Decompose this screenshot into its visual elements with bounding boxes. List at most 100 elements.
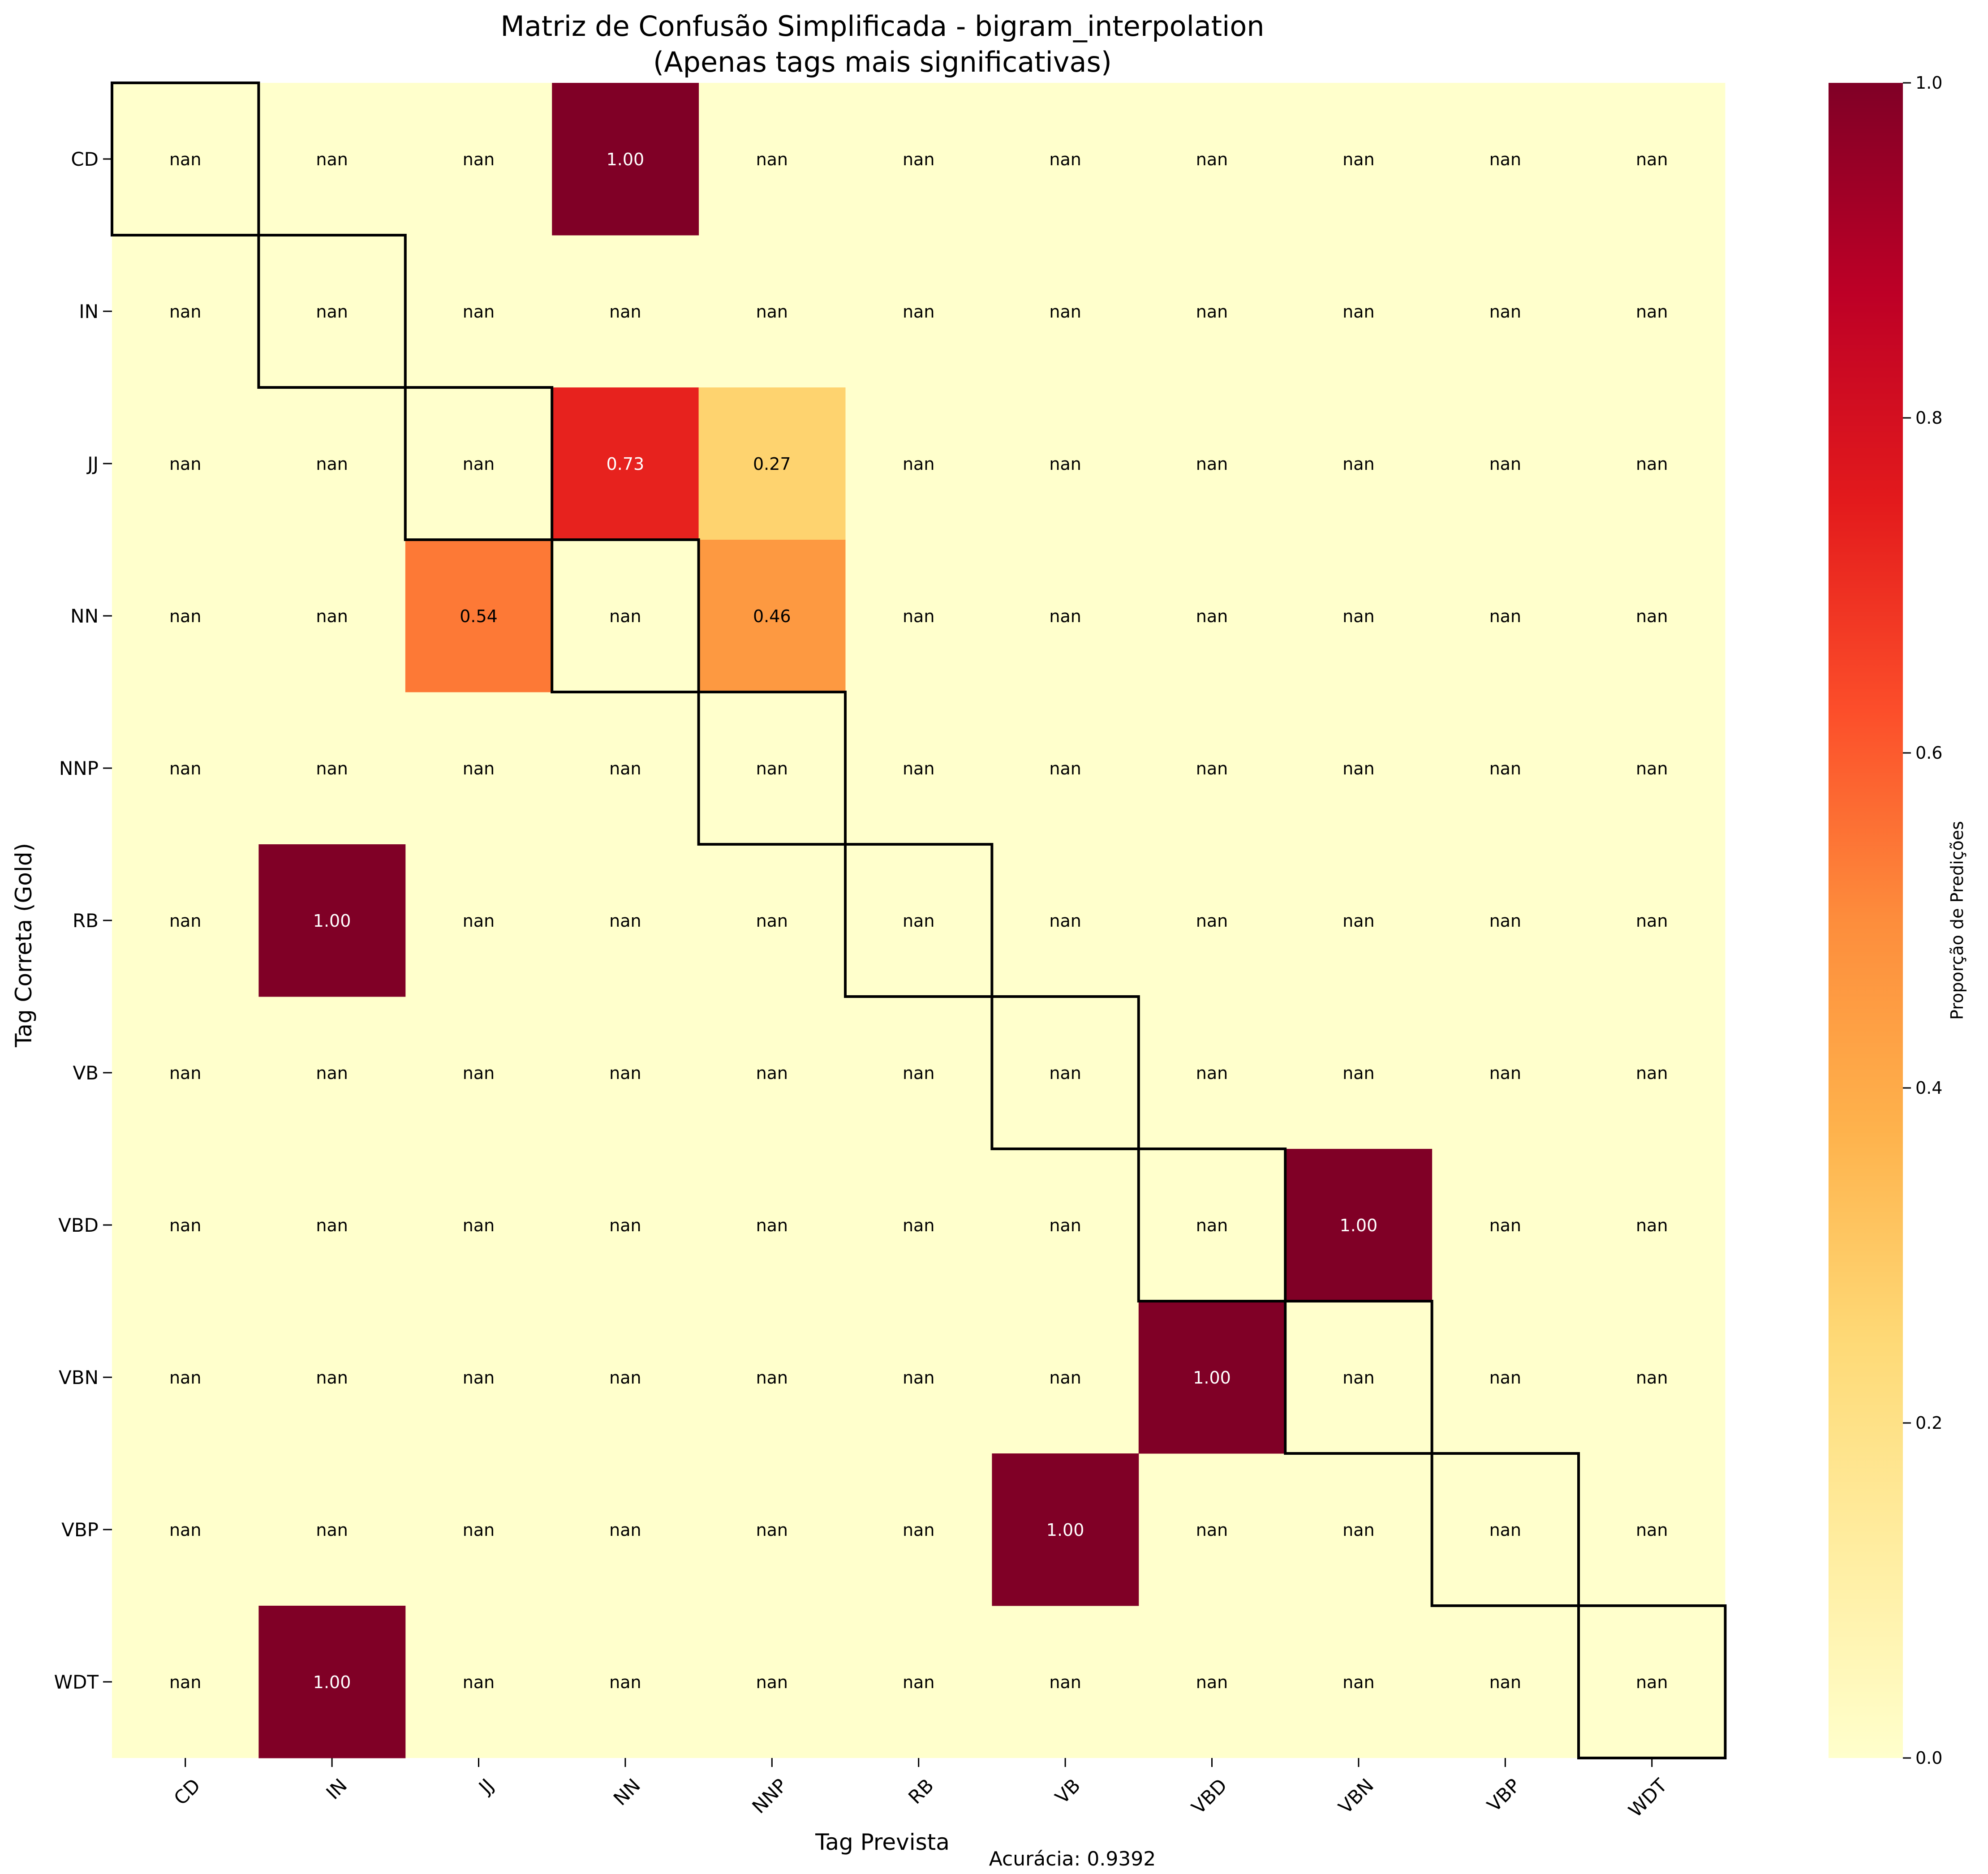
heatmap-cell: [552, 387, 699, 540]
cell-value-label: nan: [903, 1368, 934, 1388]
cell-value-label: 0.73: [607, 454, 645, 474]
diagonal-outline: [697, 691, 847, 846]
y-tick-label: JJ: [86, 453, 99, 475]
cell-value-label: nan: [756, 1063, 788, 1083]
colorbar: 0.0 0.2 0.4 0.6 0.8 1.0 Proporção de Prediçõe…: [1829, 73, 1967, 1768]
cell-value-label: nan: [1636, 454, 1668, 474]
cell-value-label: 0.46: [753, 606, 791, 626]
cell-value-label: nan: [1049, 454, 1081, 474]
cell-value-label: nan: [316, 606, 348, 626]
cell-value-label: nan: [316, 302, 348, 322]
cell-value-label: nan: [1196, 454, 1228, 474]
cell-value-label: nan: [903, 150, 934, 169]
cell-value-label: nan: [1343, 302, 1374, 322]
heatmap-cell: [1285, 1149, 1433, 1302]
cell-value-label: nan: [1343, 1520, 1374, 1540]
cell-value-label: nan: [1343, 1672, 1374, 1692]
colorbar-gradient: [1829, 83, 1903, 1758]
cell-value-label: nan: [1636, 1520, 1668, 1540]
cell-value-label: nan: [756, 1368, 788, 1388]
cell-value-label: nan: [1489, 1368, 1521, 1388]
cell-value-label: nan: [1636, 1672, 1668, 1692]
cell-value-label: nan: [463, 1672, 495, 1692]
cell-value-label: nan: [1196, 911, 1228, 931]
cell-value-label: nan: [169, 911, 201, 931]
y-tick-label: NN: [70, 605, 99, 627]
cell-value-label: 1.00: [1340, 1216, 1378, 1235]
cell-value-label: 0.27: [753, 454, 791, 474]
accuracy-footer: Acurácia: 0.9392: [989, 1848, 1156, 1870]
cell-value-label: nan: [609, 1063, 641, 1083]
heatmap-cells: [112, 83, 1726, 1758]
cell-value-label: nan: [1489, 1672, 1521, 1692]
colorbar-ticks: 0.0 0.2 0.4 0.6 0.8 1.0: [1903, 73, 1942, 1768]
chart-title: Matriz de Confusão Simplificada - bigram…: [500, 10, 1264, 43]
x-tick-label: VBN: [1334, 1774, 1378, 1818]
cell-value-label: nan: [1049, 1672, 1081, 1692]
cell-value-label: nan: [756, 759, 788, 778]
cell-value-label: nan: [1343, 454, 1374, 474]
cell-value-label: nan: [903, 911, 934, 931]
diagonal-outline: [844, 843, 994, 998]
cell-value-label: nan: [169, 302, 201, 322]
cell-value-label: nan: [609, 1368, 641, 1388]
cell-value-label: nan: [1343, 150, 1374, 169]
heatmap-cell-labels: nan nan nan 1.00 nan nan nan nan nan nan nan nan nan…: [169, 150, 1668, 1692]
heatmap-cell: [258, 1606, 406, 1758]
cell-value-label: nan: [1049, 302, 1081, 322]
cell-value-label: nan: [463, 759, 495, 778]
colorbar-tick-label: 0.8: [1915, 408, 1942, 428]
cell-value-label: nan: [1196, 1672, 1228, 1692]
cell-value-label: nan: [463, 1520, 495, 1540]
y-tick-label: CD: [71, 148, 99, 170]
cell-value-label: nan: [1049, 1063, 1081, 1083]
cell-value-label: nan: [1489, 302, 1521, 322]
cell-value-label: nan: [1489, 911, 1521, 931]
cell-value-label: nan: [463, 1216, 495, 1235]
cell-value-label: nan: [1196, 1063, 1228, 1083]
colorbar-tick-label: 0.2: [1915, 1413, 1942, 1433]
cell-value-label: nan: [316, 759, 348, 778]
cell-value-label: nan: [1049, 911, 1081, 931]
cell-value-label: nan: [1489, 1520, 1521, 1540]
x-tick-label: IN: [322, 1774, 352, 1804]
cell-value-label: nan: [903, 759, 934, 778]
cell-value-label: nan: [1196, 150, 1228, 169]
cell-value-label: nan: [609, 759, 641, 778]
colorbar-label: Proporção de Predições: [1947, 821, 1967, 1020]
diagonal-outline: [1284, 1300, 1433, 1455]
x-tick-label: RB: [904, 1774, 938, 1808]
y-axis-ticks: CD IN JJ NN NNP RB VB VBD VBN VBP WDT: [54, 148, 112, 1693]
cell-value-label: nan: [316, 150, 348, 169]
heatmap-cell: [258, 844, 406, 997]
cell-value-label: nan: [1636, 1216, 1668, 1235]
cell-value-label: nan: [169, 1368, 201, 1388]
cell-value-label: nan: [463, 150, 495, 169]
cell-value-label: 1.00: [1193, 1368, 1231, 1388]
x-tick-label: WDT: [1624, 1774, 1671, 1821]
diagonal-outline: [1430, 1452, 1580, 1607]
cell-value-label: nan: [463, 454, 495, 474]
cell-value-label: 1.00: [607, 150, 645, 169]
colorbar-tick-label: 0.4: [1915, 1078, 1942, 1098]
y-axis-label: Tag Correta (Gold): [11, 843, 37, 1048]
cell-value-label: nan: [1049, 150, 1081, 169]
colorbar-tick-label: 1.0: [1915, 73, 1942, 93]
cell-value-label: nan: [1636, 302, 1668, 322]
colorbar-tick-label: 0.0: [1915, 1748, 1942, 1768]
heatmap-cell: [698, 540, 846, 692]
cell-value-label: nan: [609, 1216, 641, 1235]
cell-value-label: nan: [903, 302, 934, 322]
cell-value-label: nan: [1489, 606, 1521, 626]
cell-value-label: nan: [169, 150, 201, 169]
diagonal-outline: [990, 995, 1140, 1150]
cell-value-label: 1.00: [313, 1672, 351, 1692]
cell-value-label: nan: [1196, 759, 1228, 778]
cell-value-label: nan: [1343, 759, 1374, 778]
colorbar-tick-label: 0.6: [1915, 743, 1942, 763]
x-tick-label: CD: [170, 1774, 205, 1809]
diagonal-outline: [404, 386, 554, 541]
cell-value-label: 1.00: [313, 911, 351, 931]
cell-value-label: nan: [609, 911, 641, 931]
